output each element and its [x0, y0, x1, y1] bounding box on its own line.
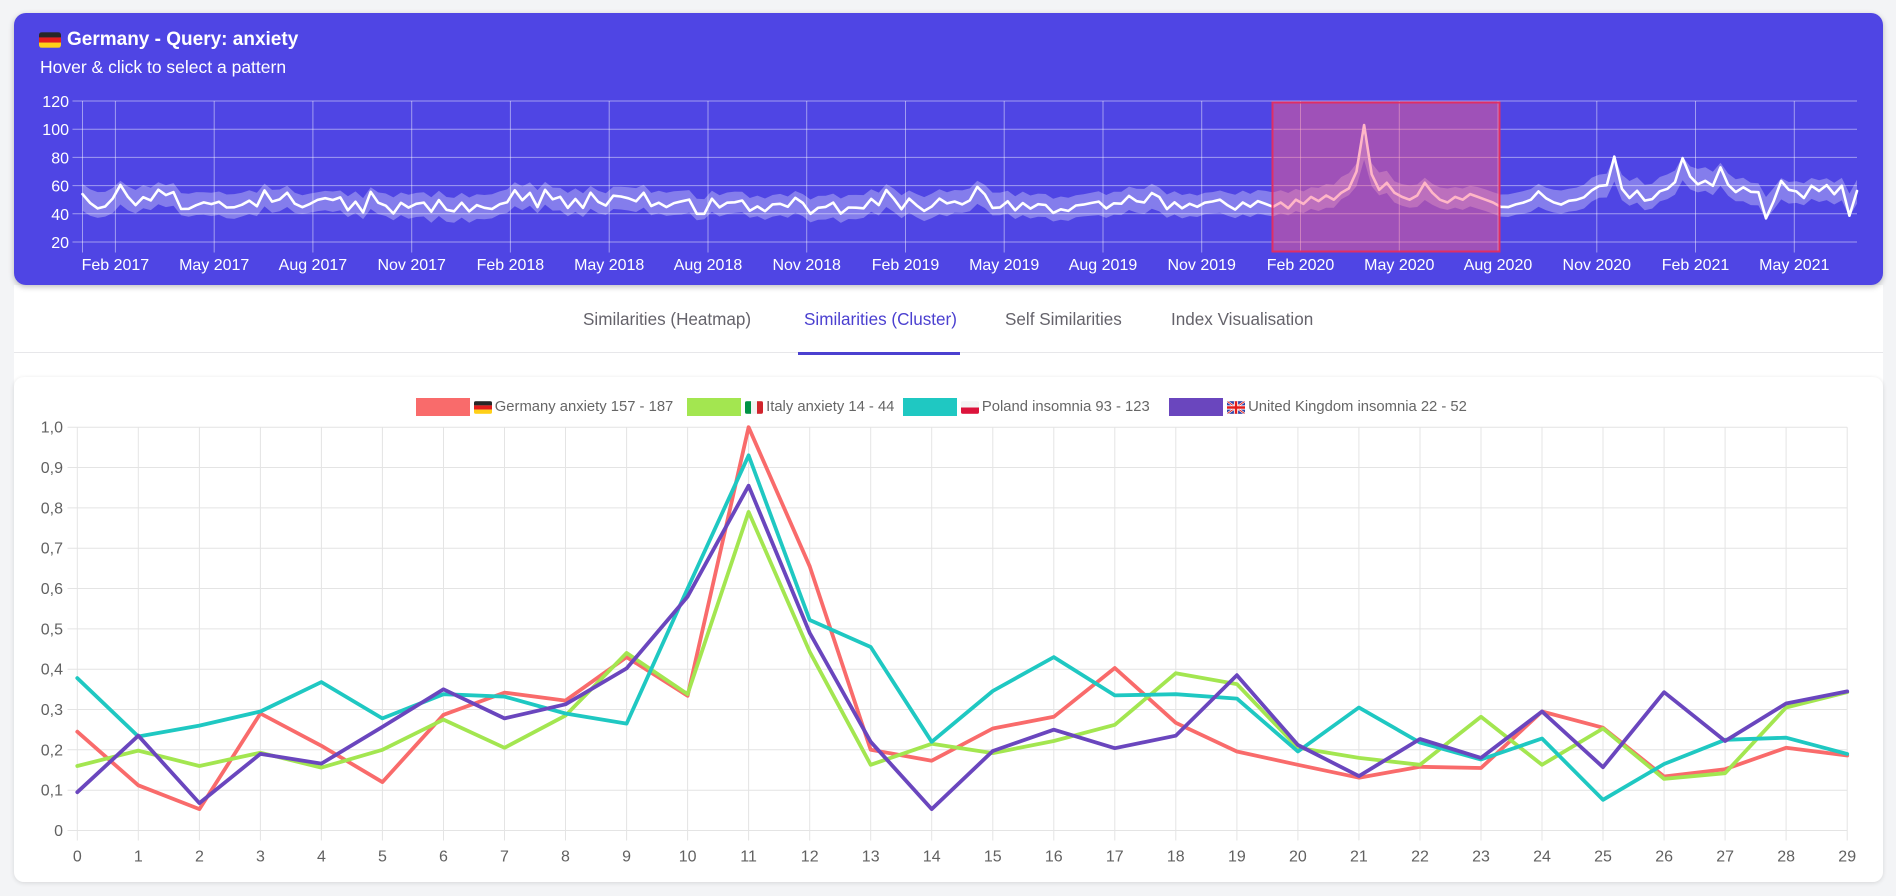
svg-text:May 2021: May 2021 [1759, 257, 1829, 274]
svg-text:0,7: 0,7 [41, 541, 63, 558]
svg-text:25: 25 [1594, 849, 1612, 866]
svg-text:0,5: 0,5 [41, 621, 63, 638]
svg-text:2: 2 [195, 849, 204, 866]
svg-text:7: 7 [500, 849, 509, 866]
svg-text:Nov 2019: Nov 2019 [1167, 257, 1236, 274]
svg-text:Nov 2020: Nov 2020 [1563, 257, 1632, 274]
svg-text:24: 24 [1533, 849, 1551, 866]
svg-text:0,6: 0,6 [41, 581, 63, 598]
svg-text:Aug 2019: Aug 2019 [1069, 257, 1138, 274]
svg-text:0,3: 0,3 [41, 702, 63, 719]
svg-text:26: 26 [1655, 849, 1673, 866]
svg-text:Feb 2018: Feb 2018 [477, 257, 545, 274]
svg-text:Aug 2017: Aug 2017 [279, 257, 348, 274]
svg-text:40: 40 [51, 207, 69, 224]
svg-text:0: 0 [54, 823, 63, 840]
svg-text:0,1: 0,1 [41, 783, 63, 800]
svg-text:11: 11 [740, 849, 757, 866]
svg-text:0,9: 0,9 [41, 460, 63, 477]
svg-text:21: 21 [1350, 849, 1368, 866]
svg-text:1: 1 [134, 849, 143, 866]
svg-text:18: 18 [1167, 849, 1185, 866]
svg-text:0,8: 0,8 [41, 500, 63, 517]
svg-text:9: 9 [622, 849, 631, 866]
svg-text:20: 20 [51, 235, 69, 252]
svg-text:28: 28 [1777, 849, 1795, 866]
svg-text:20: 20 [1289, 849, 1307, 866]
svg-text:27: 27 [1716, 849, 1734, 866]
svg-text:80: 80 [51, 150, 69, 167]
svg-text:Feb 2020: Feb 2020 [1267, 257, 1335, 274]
svg-text:May 2019: May 2019 [969, 257, 1039, 274]
svg-text:8: 8 [561, 849, 570, 866]
svg-text:6: 6 [439, 849, 448, 866]
svg-text:May 2020: May 2020 [1364, 257, 1434, 274]
svg-text:5: 5 [378, 849, 387, 866]
svg-text:0,4: 0,4 [41, 662, 63, 679]
svg-text:23: 23 [1472, 849, 1490, 866]
svg-text:3: 3 [256, 849, 265, 866]
svg-text:Aug 2018: Aug 2018 [674, 257, 743, 274]
svg-text:19: 19 [1228, 849, 1246, 866]
svg-text:May 2018: May 2018 [574, 257, 644, 274]
svg-text:29: 29 [1838, 849, 1856, 866]
svg-text:60: 60 [51, 179, 69, 196]
svg-text:1,0: 1,0 [41, 420, 63, 437]
svg-text:12: 12 [801, 849, 819, 866]
svg-text:May 2017: May 2017 [179, 257, 249, 274]
svg-text:Nov 2017: Nov 2017 [377, 257, 446, 274]
svg-text:Feb 2017: Feb 2017 [82, 257, 150, 274]
svg-text:Nov 2018: Nov 2018 [772, 257, 841, 274]
svg-text:14: 14 [923, 849, 941, 866]
svg-text:120: 120 [42, 94, 69, 111]
svg-text:0: 0 [73, 849, 82, 866]
svg-text:16: 16 [1045, 849, 1063, 866]
svg-text:4: 4 [317, 849, 326, 866]
svg-text:15: 15 [984, 849, 1002, 866]
svg-text:10: 10 [679, 849, 697, 866]
svg-text:17: 17 [1106, 849, 1124, 866]
svg-text:Feb 2021: Feb 2021 [1662, 257, 1730, 274]
svg-text:22: 22 [1411, 849, 1429, 866]
svg-text:Feb 2019: Feb 2019 [872, 257, 940, 274]
svg-text:0,2: 0,2 [41, 742, 63, 759]
svg-text:Aug 2020: Aug 2020 [1464, 257, 1533, 274]
svg-text:100: 100 [42, 122, 69, 139]
svg-text:13: 13 [862, 849, 880, 866]
